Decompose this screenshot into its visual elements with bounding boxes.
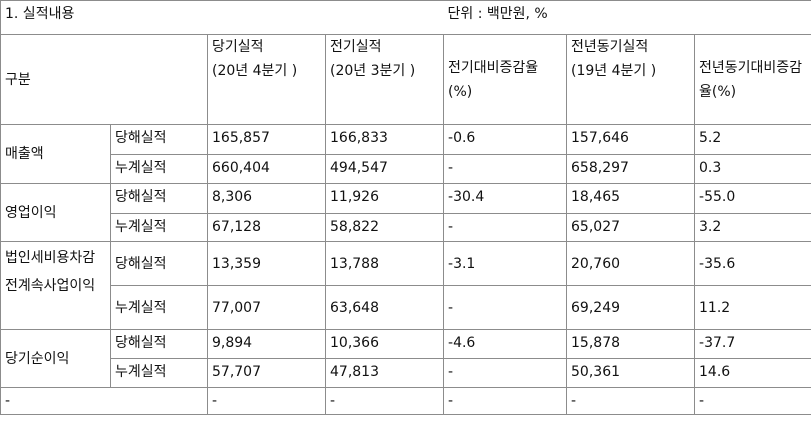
header-row: 구분 당기실적 (20년 4분기 ) 전기실적 (20년 3분기 ) 전기대비증… [0,34,811,125]
cell-last-year: 50,361 [566,358,696,388]
cell-previous: 11,926 [324,183,445,214]
header-current-label: 당기실적 [212,39,264,55]
cell-current: 13,359 [207,241,326,286]
cell-current: 67,128 [207,213,326,242]
cell-qoq: -3.1 [443,241,568,286]
row-type: 누계실적 [110,358,208,388]
cell-qoq: - [443,213,568,242]
table-row: 누계실적 77,007 63,648 - 69,249 11.2 [1,285,811,330]
table-title: 1. 실적내용 [0,0,444,35]
table-row: 누계실적 660,404 494,547 - 658,297 0.3 [1,154,811,184]
cell-qoq: -0.6 [443,124,568,155]
header-previous-label: 전기실적 [330,39,382,55]
cell-current: 57,707 [207,358,326,388]
cell-last-year: - [566,387,696,415]
cell-last-year: 157,646 [566,124,696,155]
table-row: 법인세비용차감전계속사업이익 당해실적 13,359 13,788 -3.1 2… [0,241,811,330]
cell-category: - [0,387,208,415]
row-type: 누계실적 [110,285,208,330]
header-last-year-period: (19년 4분기 ) [571,63,657,79]
header-current: 당기실적 (20년 4분기 ) [207,34,326,125]
cell-yoy: 3.2 [694,213,811,242]
group-name: 법인세비용차감전계속사업이익 [0,241,111,330]
cell-previous: 13,788 [324,241,445,286]
header-qoq: 전기대비증감율(%) [443,34,568,125]
cell-current: - [207,387,326,415]
cell-previous: 63,648 [324,285,445,330]
cell-last-year: 658,297 [566,154,696,184]
cell-previous: - [324,387,445,415]
row-type: 당해실적 [110,241,208,286]
cell-yoy: 0.3 [694,154,811,184]
title-row: 1. 실적내용 단위 : 백만원, % [0,0,811,35]
cell-qoq: - [443,387,568,415]
header-category: 구분 [0,34,208,125]
cell-current: 8,306 [207,183,326,214]
group-name: 매출액 [0,124,111,184]
performance-table: 1. 실적내용 단위 : 백만원, % 구분 당기실적 (20년 4분기 ) 전… [0,0,811,415]
cell-yoy: 5.2 [694,124,811,155]
cell-current: 9,894 [207,329,326,359]
row-type: 누계실적 [110,213,208,242]
cell-qoq: - [443,154,568,184]
row-type: 당해실적 [110,183,208,214]
cell-previous: 58,822 [324,213,445,242]
cell-previous: 47,813 [324,358,445,388]
header-previous-period: (20년 3분기 ) [330,63,416,79]
unit-label: 단위 : 백만원, % [443,0,811,35]
row-type: 누계실적 [110,154,208,184]
cell-last-year: 65,027 [566,213,696,242]
group-name: 영업이익 [0,183,111,242]
cell-previous: 166,833 [324,124,445,155]
cell-yoy: -35.6 [694,241,811,286]
header-yoy: 전년동기대비증감율(%) [694,34,811,125]
group-name: 당기순이익 [0,329,111,388]
header-last-year: 전년동기실적 (19년 4분기 ) [566,34,696,125]
cell-qoq: - [443,358,568,388]
table-row: - - - - - - [0,387,811,415]
row-type: 당해실적 [110,124,208,155]
cell-previous: 10,366 [324,329,445,359]
cell-yoy: -55.0 [694,183,811,214]
header-previous: 전기실적 (20년 3분기 ) [324,34,445,125]
cell-yoy: - [694,387,811,415]
header-last-year-label: 전년동기실적 [571,39,649,55]
table-row: 영업이익 당해실적 8,306 11,926 -30.4 18,465 -55.… [0,183,811,242]
cell-qoq: -4.6 [443,329,568,359]
cell-last-year: 20,760 [566,241,696,286]
table-row: 당기순이익 당해실적 9,894 10,366 -4.6 15,878 -37.… [0,329,811,388]
cell-current: 165,857 [207,124,326,155]
cell-qoq: -30.4 [443,183,568,214]
cell-last-year: 69,249 [566,285,696,330]
cell-yoy: 11.2 [694,285,811,330]
cell-yoy: -37.7 [694,329,811,359]
cell-current: 660,404 [207,154,326,184]
header-current-period: (20년 4분기 ) [212,63,298,79]
table-row: 매출액 당해실적 165,857 166,833 -0.6 157,646 5.… [0,124,811,184]
cell-last-year: 15,878 [566,329,696,359]
cell-qoq: - [443,285,568,330]
table-row: 누계실적 57,707 47,813 - 50,361 14.6 [1,358,811,388]
cell-current: 77,007 [207,285,326,330]
cell-last-year: 18,465 [566,183,696,214]
cell-yoy: 14.6 [694,358,811,388]
table-row: 누계실적 67,128 58,822 - 65,027 3.2 [1,213,811,242]
row-type: 당해실적 [110,329,208,359]
cell-previous: 494,547 [324,154,445,184]
